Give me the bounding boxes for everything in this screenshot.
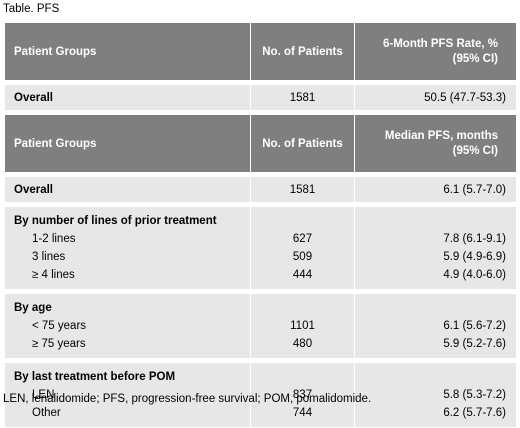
- subgroup-median-pfs: 5.8 (5.3-7.2): [443, 389, 506, 401]
- subgroup-label: Other: [32, 407, 61, 419]
- header-no-of-patients: No. of Patients: [250, 22, 355, 81]
- subgroup-patient-count: 1101: [290, 320, 315, 332]
- subgroup-patient-count: 837: [292, 389, 313, 401]
- table-section-prior-treatment: By number of lines of prior treatment 1-…: [4, 206, 517, 290]
- subgroup-median-pfs: 5.9 (4.9-6.9): [443, 251, 506, 263]
- section-title: By last treatment before POM: [14, 371, 176, 383]
- header-patient-groups: Patient Groups: [4, 22, 251, 81]
- section-labels: By age < 75 years ≥ 75 years: [4, 293, 251, 359]
- subgroup-patient-count: 627: [292, 233, 313, 245]
- subgroup-label: 1-2 lines: [32, 233, 76, 245]
- subgroup-median-pfs: 4.9 (4.0-6.0): [443, 269, 506, 281]
- subgroup-label: LEN: [32, 389, 55, 401]
- header-no-of-patients: No. of Patients: [250, 114, 355, 173]
- section-median-pfs: 6.1 (5.6-7.2) 5.9 (5.2-7.6): [354, 293, 517, 359]
- subgroup-label: 3 lines: [32, 251, 66, 263]
- subgroup-patient-count: 744: [292, 407, 313, 419]
- row-patient-count: 1581: [250, 176, 355, 203]
- row-label: Overall: [4, 176, 251, 203]
- subgroup-label: ≥ 75 years: [32, 338, 86, 350]
- table-row-overall-median: Overall 1581 6.1 (5.7-7.0): [4, 176, 517, 203]
- table-section-age: By age < 75 years ≥ 75 years 1101 480 6.…: [4, 293, 517, 359]
- header-patient-groups: Patient Groups: [4, 114, 251, 173]
- section-patient-counts: 1101 480: [250, 293, 355, 359]
- header-median-pfs-line1: Median PFS, months: [384, 129, 498, 142]
- subgroup-label: ≥ 4 lines: [32, 269, 75, 281]
- subgroup-median-pfs: 7.8 (6.1-9.1): [443, 233, 506, 245]
- subgroup-patient-count: 509: [292, 251, 313, 263]
- header-6-month-pfs-rate: 6-Month PFS Rate, % (95% CI): [354, 22, 517, 81]
- table-header-row: Patient Groups No. of Patients 6-Month P…: [4, 22, 517, 81]
- table-caption: Table. PFS: [3, 3, 60, 15]
- table-header-row: Patient Groups No. of Patients Median PF…: [4, 114, 517, 173]
- subgroup-median-pfs: 6.2 (5.7-7.6): [443, 407, 506, 419]
- section-title: By number of lines of prior treatment: [14, 215, 217, 227]
- header-median-pfs: Median PFS, months (95% CI): [354, 114, 517, 173]
- row-patient-count: 1581: [250, 84, 355, 111]
- subgroup-label: < 75 years: [32, 320, 87, 332]
- subgroup-patient-count: 444: [292, 269, 313, 281]
- section-labels: By number of lines of prior treatment 1-…: [4, 206, 251, 290]
- subgroup-median-pfs: 5.9 (5.2-7.6): [443, 338, 506, 350]
- row-label: Overall: [4, 84, 251, 111]
- row-pfs-rate: 50.5 (47.7-53.3): [354, 84, 517, 111]
- subgroup-patient-count: 480: [292, 338, 313, 350]
- header-median-pfs-line2: (95% CI): [452, 144, 498, 157]
- table-row-overall-rate: Overall 1581 50.5 (47.7-53.3): [4, 84, 517, 111]
- row-median-pfs: 6.1 (5.7-7.0): [354, 176, 517, 203]
- table-footnote: LEN, lenalidomide; PFS, progression-free…: [3, 393, 372, 405]
- section-patient-counts: 627 509 444: [250, 206, 355, 290]
- subgroup-median-pfs: 6.1 (5.6-7.2): [443, 320, 506, 332]
- section-median-pfs: 7.8 (6.1-9.1) 5.9 (4.9-6.9) 4.9 (4.0-6.0…: [354, 206, 517, 290]
- header-6-month-pfs-rate-line1: 6-Month PFS Rate, %: [382, 37, 498, 50]
- section-median-pfs: 5.8 (5.3-7.2) 6.2 (5.7-7.6): [354, 362, 517, 428]
- header-6-month-pfs-rate-line2: (95% CI): [452, 52, 498, 65]
- section-title: By age: [14, 302, 52, 314]
- pfs-table: Patient Groups No. of Patients 6-Month P…: [4, 22, 517, 428]
